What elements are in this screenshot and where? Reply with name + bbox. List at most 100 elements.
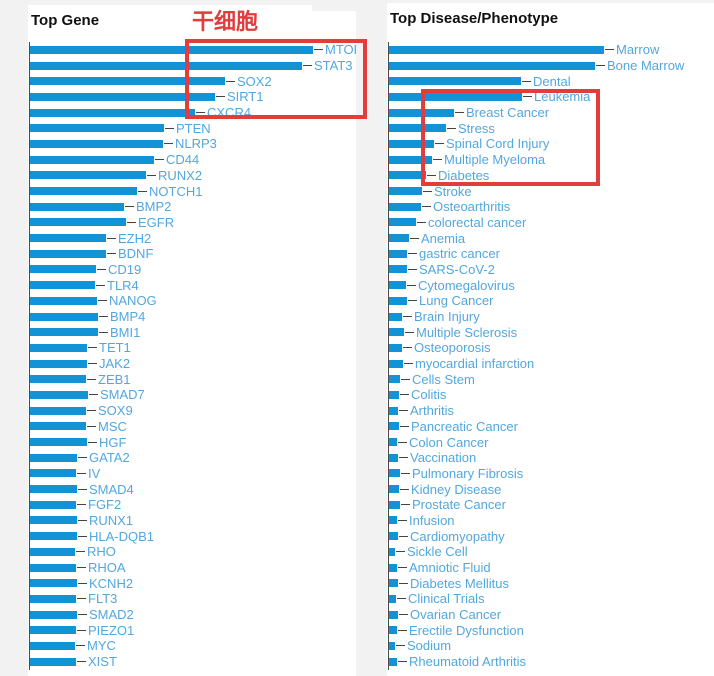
bar[interactable] [30, 187, 137, 196]
bar[interactable] [389, 453, 398, 462]
bar-label[interactable]: colorectal cancer [428, 214, 527, 230]
bar[interactable] [389, 92, 522, 101]
bar[interactable] [30, 61, 302, 70]
bar[interactable] [389, 390, 399, 399]
bar[interactable] [30, 45, 313, 54]
bar-label[interactable]: STAT3 [314, 58, 353, 74]
bar[interactable] [389, 516, 397, 525]
bar-label[interactable]: CD44 [166, 152, 200, 168]
bar[interactable] [30, 485, 77, 494]
bar[interactable] [389, 139, 434, 148]
bar[interactable] [389, 547, 395, 556]
bar-label[interactable]: Erectile Dysfunction [409, 622, 524, 638]
bar[interactable] [30, 390, 88, 399]
bar-label[interactable]: PTEN [176, 120, 211, 136]
bar[interactable] [30, 171, 146, 180]
bar[interactable] [389, 296, 407, 305]
bar-label[interactable]: BMP2 [136, 199, 172, 215]
bar[interactable] [389, 61, 595, 70]
bar-label[interactable]: RUNX1 [89, 512, 134, 528]
bar-label[interactable]: Multiple Myeloma [444, 152, 546, 168]
bar[interactable] [389, 187, 422, 196]
bar[interactable] [30, 108, 195, 117]
bar-label[interactable]: TLR4 [107, 277, 139, 293]
bar-label[interactable]: Colitis [411, 387, 447, 403]
bar-label[interactable]: myocardial infarction [415, 356, 535, 372]
bar-label[interactable]: EZH2 [118, 230, 152, 246]
bar-label[interactable]: BDNF [118, 246, 154, 262]
bar-label[interactable]: SMAD4 [89, 481, 134, 497]
bar[interactable] [389, 610, 398, 619]
bar[interactable] [389, 438, 397, 447]
bar-label[interactable]: EGFR [138, 214, 175, 230]
bar-label[interactable]: FLT3 [88, 591, 118, 607]
bar[interactable] [389, 171, 426, 180]
bar-label[interactable]: Ovarian Cancer [410, 607, 502, 623]
bar-label[interactable]: Infusion [409, 512, 455, 528]
bar[interactable] [389, 218, 416, 227]
bar[interactable] [30, 249, 106, 258]
bar-label[interactable]: IV [88, 465, 101, 481]
bar[interactable] [30, 77, 225, 86]
bar[interactable] [30, 139, 163, 148]
bar[interactable] [30, 92, 215, 101]
bar-label[interactable]: RUNX2 [158, 167, 203, 183]
bar[interactable] [30, 218, 126, 227]
bar[interactable] [389, 626, 397, 635]
bar[interactable] [30, 296, 97, 305]
bar-label[interactable]: Breast Cancer [466, 105, 550, 121]
bar-label[interactable]: SMAD7 [100, 387, 145, 403]
bar[interactable] [30, 469, 76, 478]
bar-label[interactable]: Brain Injury [414, 309, 480, 325]
bar[interactable] [30, 657, 76, 666]
bar[interactable] [30, 626, 76, 635]
bar[interactable] [389, 485, 399, 494]
bar-label[interactable]: Lung Cancer [419, 293, 494, 309]
bar[interactable] [30, 641, 75, 650]
bar-label[interactable]: SOX9 [98, 403, 133, 419]
bar[interactable] [389, 641, 395, 650]
bar-label[interactable]: SMAD2 [89, 607, 134, 623]
bar-label[interactable]: Prostate Cancer [412, 497, 506, 513]
bar-label[interactable]: KCNH2 [89, 575, 134, 591]
bar[interactable] [389, 422, 399, 431]
bar[interactable] [389, 375, 400, 384]
bar-label[interactable]: JAK2 [99, 356, 131, 372]
bar-label[interactable]: NANOG [109, 293, 157, 309]
bar-label[interactable]: SARS-CoV-2 [419, 261, 495, 277]
bar-label[interactable]: Pulmonary Fibrosis [412, 465, 524, 481]
bar[interactable] [389, 155, 432, 164]
bar[interactable] [389, 312, 402, 321]
bar-label[interactable]: Pancreatic Cancer [411, 418, 518, 434]
bar-label[interactable]: Vaccination [410, 450, 477, 466]
bar-label[interactable]: Multiple Sclerosis [416, 324, 518, 340]
bar-label[interactable]: RHOA [88, 560, 126, 576]
bar[interactable] [389, 281, 406, 290]
bar[interactable] [30, 516, 77, 525]
bar[interactable] [30, 375, 86, 384]
bar[interactable] [30, 406, 86, 415]
bar-label[interactable]: Clinical Trials [408, 591, 485, 607]
bar[interactable] [389, 45, 604, 54]
bar[interactable] [389, 469, 400, 478]
bar[interactable] [389, 563, 397, 572]
bar-label[interactable]: Stroke [434, 183, 472, 199]
bar[interactable] [30, 234, 106, 243]
bar[interactable] [389, 343, 402, 352]
bar[interactable] [30, 500, 76, 509]
bar[interactable] [389, 234, 409, 243]
bar-label[interactable]: Kidney Disease [411, 481, 502, 497]
bar-label[interactable]: Bone Marrow [607, 58, 685, 74]
bar-label[interactable]: Cytomegalovirus [418, 277, 515, 293]
bar-label[interactable]: Cells Stem [412, 371, 475, 387]
bar-label[interactable]: CXCR4 [207, 105, 252, 121]
bar[interactable] [30, 594, 76, 603]
bar-label[interactable]: Rheumatoid Arthritis [409, 654, 527, 670]
bar[interactable] [389, 77, 521, 86]
bar[interactable] [30, 359, 87, 368]
bar[interactable] [30, 343, 87, 352]
bar-label[interactable]: MSC [98, 418, 127, 434]
bar-label[interactable]: CD19 [108, 261, 142, 277]
bar[interactable] [30, 532, 77, 541]
bar[interactable] [30, 563, 76, 572]
